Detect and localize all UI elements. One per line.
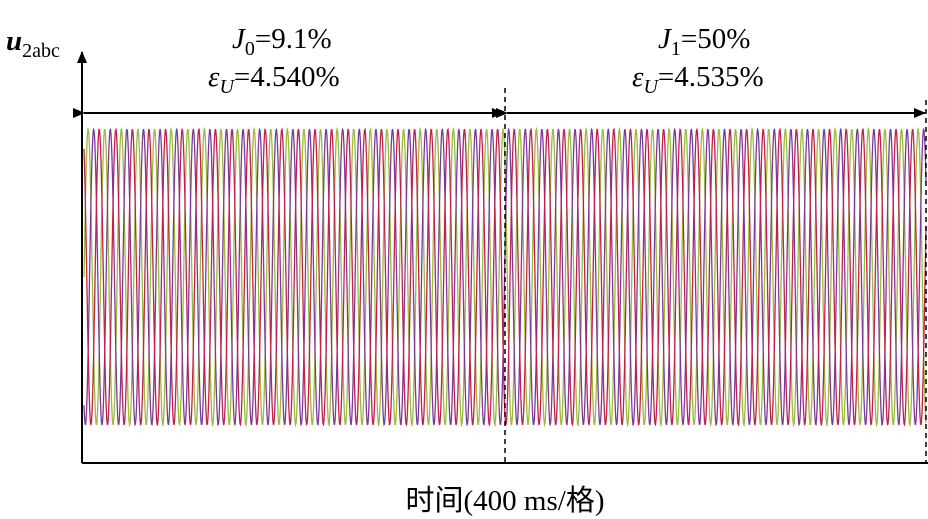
text: =9.1%	[255, 23, 332, 55]
x-axis-label: 时间(400 ms/格)	[406, 484, 605, 517]
text: =4.535%	[658, 61, 764, 93]
annotation: εU=4.540%	[208, 61, 340, 98]
annotation: J0=9.1%	[232, 23, 332, 60]
annotation: J1=50%	[658, 23, 750, 60]
annotation: εU=4.535%	[632, 61, 764, 98]
text: =50%	[681, 23, 751, 55]
subscript: U	[219, 76, 235, 98]
y-axis-label: u2abc	[6, 25, 60, 62]
symbol: u	[6, 25, 22, 57]
symbol: J	[658, 23, 672, 55]
subscript: 2abc	[22, 40, 60, 62]
symbol: ε	[632, 61, 644, 93]
symbol: ε	[208, 61, 220, 93]
subscript: 1	[671, 38, 681, 60]
subscript: U	[643, 76, 659, 98]
text: =4.540%	[234, 61, 340, 93]
symbol: J	[232, 23, 246, 55]
subscript: 0	[245, 38, 255, 60]
